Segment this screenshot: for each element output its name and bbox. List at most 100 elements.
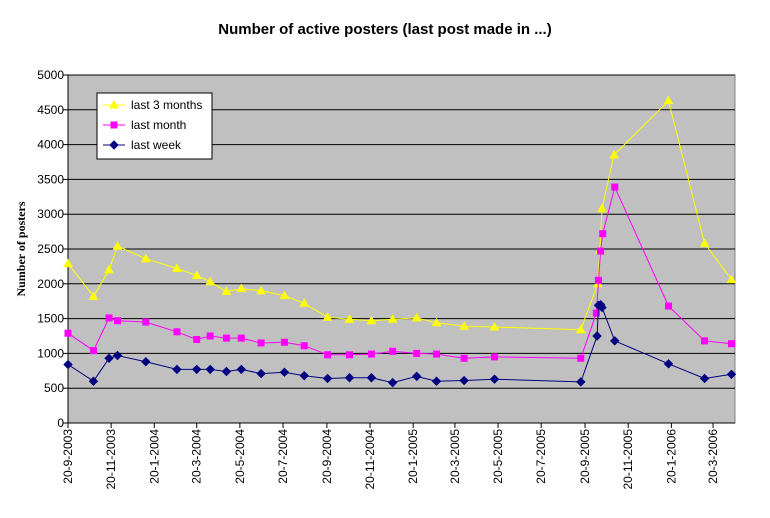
data-point	[489, 321, 500, 331]
data-point	[88, 291, 99, 300]
data-point	[279, 290, 290, 300]
data-point	[257, 339, 265, 347]
data-point	[665, 302, 673, 310]
data-point	[256, 368, 266, 379]
data-point	[191, 270, 202, 279]
data-point	[221, 286, 232, 295]
data-point	[89, 347, 97, 355]
data-point	[142, 318, 150, 326]
data-point	[63, 359, 73, 370]
x-tick-label: 20-1-2006	[664, 429, 678, 484]
data-point	[221, 366, 232, 377]
data-point	[459, 321, 469, 330]
y-tick-label: 500	[44, 381, 64, 395]
y-tick-label: 4500	[37, 103, 64, 117]
legend-label: last month	[131, 118, 186, 132]
data-point	[389, 347, 397, 355]
data-point	[322, 373, 333, 384]
data-point	[105, 314, 113, 322]
data-point	[726, 274, 737, 284]
data-point	[300, 342, 308, 350]
data-point	[431, 317, 442, 327]
legend-label: last week	[131, 138, 182, 152]
data-point	[172, 263, 182, 272]
data-point	[412, 371, 422, 382]
data-point	[431, 376, 442, 386]
data-point	[387, 377, 398, 388]
data-point	[104, 353, 114, 363]
data-point	[611, 183, 619, 191]
data-point	[64, 329, 72, 337]
data-point	[367, 350, 375, 358]
data-point	[366, 373, 377, 383]
y-tick-label: 3500	[37, 172, 64, 186]
data-point	[663, 359, 674, 369]
data-point	[433, 350, 441, 358]
legend-label: last 3 months	[131, 98, 202, 112]
data-point	[299, 370, 309, 381]
data-point	[173, 328, 181, 336]
y-tick-label: 3000	[37, 207, 64, 221]
chart-title: Number of active posters (last post made…	[218, 21, 551, 38]
data-point	[577, 354, 585, 362]
data-point	[299, 298, 310, 307]
data-point	[236, 283, 247, 293]
y-tick-label: 1000	[37, 346, 64, 360]
data-point	[597, 247, 605, 255]
data-point	[193, 335, 201, 343]
data-point	[256, 285, 266, 295]
data-point	[701, 337, 709, 345]
x-tick-label: 20-9-2003	[61, 429, 75, 484]
data-point	[599, 230, 607, 238]
data-point	[459, 375, 469, 386]
x-tick-label: 20-9-2004	[320, 429, 334, 484]
data-point	[344, 373, 355, 383]
data-point	[322, 312, 333, 321]
data-point	[594, 276, 602, 284]
data-point	[112, 350, 123, 361]
data-point	[280, 338, 288, 346]
x-tick-label: 20-5-2004	[233, 429, 247, 484]
data-point	[344, 314, 355, 323]
x-tick-label: 20-1-2005	[406, 429, 420, 484]
data-point	[575, 324, 586, 334]
data-point	[237, 334, 245, 342]
data-point	[63, 258, 73, 268]
data-point	[112, 241, 123, 250]
data-point	[104, 264, 114, 274]
y-tick-label: 4000	[37, 138, 64, 152]
data-point	[279, 367, 290, 377]
x-tick-label: 20-11-2004	[363, 429, 377, 490]
data-point	[172, 364, 182, 375]
series-last-week	[63, 299, 737, 388]
data-point	[236, 364, 246, 375]
data-point	[411, 312, 422, 322]
data-point	[324, 351, 332, 359]
y-tick-label: 2000	[37, 277, 64, 291]
legend: last 3 months last month last week	[96, 92, 213, 160]
data-point	[592, 309, 600, 317]
data-point	[609, 150, 619, 159]
data-point	[387, 314, 398, 323]
series-last-3-months	[63, 95, 737, 334]
x-tick-label: 20-3-2006	[706, 429, 720, 484]
data-point	[699, 373, 710, 384]
y-tick-label: 5000	[37, 68, 64, 82]
legend-swatch-marker	[109, 99, 119, 109]
data-point	[140, 253, 151, 263]
data-point	[346, 351, 354, 359]
data-point	[699, 238, 710, 247]
y-tick-label: 2500	[37, 242, 64, 256]
x-tick-label: 20-7-2005	[534, 429, 548, 484]
y-tick-label: 1500	[37, 312, 64, 326]
data-point	[141, 357, 151, 367]
data-point	[489, 374, 500, 384]
x-tick-label: 20-5-2005	[491, 429, 505, 484]
data-point	[205, 364, 215, 375]
data-point	[205, 276, 216, 286]
data-point	[114, 317, 122, 325]
data-point	[366, 315, 377, 325]
legend-swatch-marker	[109, 140, 119, 150]
legend-swatch-marker	[110, 121, 118, 129]
